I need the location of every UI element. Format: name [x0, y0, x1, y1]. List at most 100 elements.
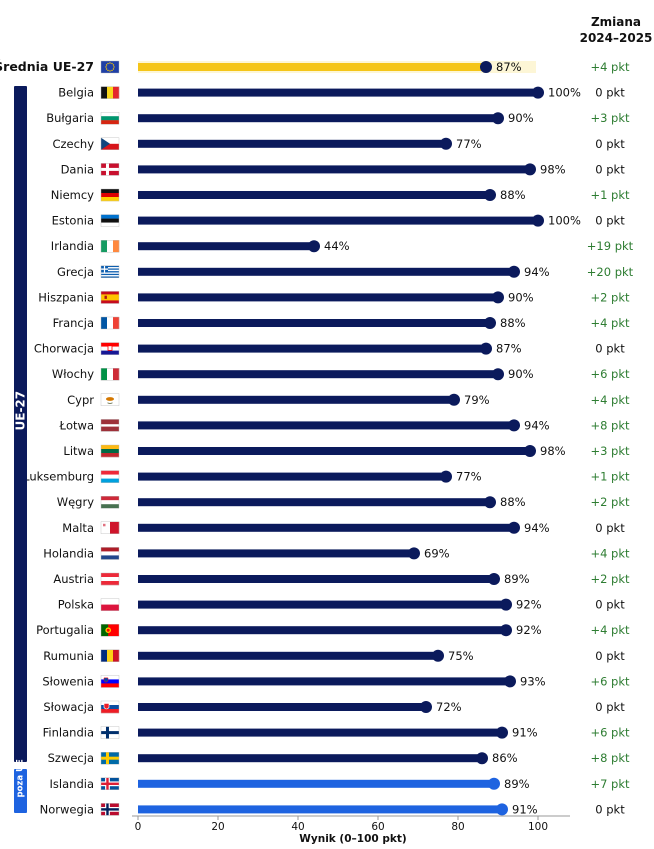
- bar-dot-fr: [484, 317, 496, 329]
- bar-dot-sk: [420, 701, 432, 713]
- value-label-si: 93%: [520, 674, 546, 688]
- change-value-hr: 0 pkt: [595, 342, 625, 356]
- x-axis-label: Wynik (0–100 pkt): [299, 833, 407, 845]
- value-label-lv: 94%: [524, 418, 550, 432]
- flag-icon-dk: [100, 163, 120, 176]
- value-label-sk: 72%: [436, 700, 462, 714]
- bar-dot-cy: [448, 393, 460, 406]
- bar-dot-si: [504, 675, 516, 688]
- country-label-is: Islandia: [50, 777, 94, 791]
- value-label-lu: 77%: [456, 470, 482, 484]
- country-label-cy: Cypr: [67, 393, 94, 407]
- country-label-ie: Irlandia: [51, 239, 94, 253]
- flag-icon-cy: [100, 393, 120, 406]
- bar-ro: [138, 651, 438, 660]
- flag-icon-fr: [100, 316, 120, 330]
- bar-dot-pl: [500, 598, 512, 611]
- country-label-sk: Słowacja: [43, 700, 94, 714]
- value-label-nl: 69%: [424, 546, 450, 560]
- value-label-lt: 98%: [540, 444, 566, 458]
- country-label-si: Słowenia: [42, 674, 94, 688]
- value-label-es: 90%: [508, 290, 534, 304]
- x-tick-label: 40: [291, 821, 304, 833]
- country-label-pl: Polska: [58, 598, 94, 612]
- flag-icon-es: [100, 291, 120, 304]
- change-value-lv: +8 pkt: [590, 418, 630, 432]
- bar-pt: [138, 626, 506, 635]
- value-label-pt: 92%: [516, 623, 542, 637]
- flag-icon-ee: [100, 214, 120, 227]
- country-label-ro: Rumunia: [43, 649, 94, 663]
- value-label-ro: 75%: [448, 649, 474, 663]
- country-label-bg: Bułgaria: [46, 111, 94, 125]
- flag-icon-at: [100, 572, 120, 586]
- flag-icon-is: [100, 777, 120, 790]
- bar-hu: [138, 498, 490, 507]
- bar-de: [138, 191, 490, 199]
- bar-lt: [138, 447, 530, 455]
- change-value-ie: +19 pkt: [587, 239, 634, 253]
- bar-dot-se: [476, 752, 488, 765]
- country-label-it: Włochy: [52, 367, 94, 381]
- change-value-de: +1 pkt: [590, 188, 630, 202]
- value-label-pl: 92%: [516, 598, 542, 612]
- value-label-it: 90%: [508, 367, 534, 381]
- bar-nl: [138, 549, 414, 558]
- change-value-fr: +4 pkt: [590, 316, 630, 330]
- country-label-ee: Estonia: [52, 214, 94, 228]
- group-band-eu: UE-27: [14, 86, 28, 762]
- flag-icon-de: [100, 188, 120, 202]
- bar-dot-cz: [440, 137, 452, 150]
- value-label-ie: 44%: [324, 239, 350, 253]
- x-tick-label: 20: [211, 821, 224, 833]
- flag-icon-lt: [100, 444, 120, 458]
- flag-icon-eu: [100, 60, 120, 74]
- group-label-non-eu: poza UE: [15, 759, 26, 798]
- value-label-mt: 94%: [524, 521, 550, 535]
- change-value-cy: +4 pkt: [590, 393, 630, 407]
- bar-dot-at: [488, 573, 500, 585]
- flag-icon-hr: [100, 342, 120, 355]
- flag-icon-ro: [100, 649, 120, 662]
- change-value-pt: +4 pkt: [590, 623, 630, 637]
- flag-icon-lv: [100, 419, 120, 432]
- change-value-lu: +1 pkt: [590, 470, 630, 484]
- value-label-hu: 88%: [500, 495, 526, 509]
- change-value-hu: +2 pkt: [590, 495, 630, 509]
- flag-icon-hu: [100, 496, 120, 509]
- flag-icon-it: [100, 368, 120, 381]
- bar-at: [138, 575, 494, 583]
- bar-dot-bg: [492, 112, 504, 125]
- change-value-is: +7 pkt: [590, 777, 630, 791]
- bar-dot-it: [492, 368, 504, 381]
- country-label-be: Belgia: [58, 86, 94, 100]
- bar-cy: [138, 395, 454, 404]
- flag-icon-si: [100, 675, 120, 688]
- bar-si: [138, 677, 510, 686]
- change-value-es: +2 pkt: [590, 290, 630, 304]
- bar-dot-lu: [440, 470, 452, 483]
- country-label-lu: Luksemburg: [23, 470, 94, 484]
- bar-dot-es: [492, 291, 504, 304]
- bar-dot-lt: [524, 445, 536, 457]
- bar-dot-no: [496, 803, 508, 816]
- bar-dot-gr: [508, 265, 520, 278]
- group-band-non-eu: poza UE: [14, 759, 27, 813]
- flag-icon-pt: [100, 624, 120, 637]
- flag-icon-nl: [100, 547, 120, 560]
- value-label-is: 89%: [504, 777, 530, 791]
- bar-dot-ie: [308, 240, 320, 253]
- bar-dot-ro: [432, 649, 444, 662]
- change-value-it: +6 pkt: [590, 367, 630, 381]
- change-value-mt: 0 pkt: [595, 521, 625, 535]
- bar-dot-fi: [496, 726, 508, 739]
- bar-hr: [138, 344, 486, 353]
- bar-is: [138, 779, 494, 788]
- bar-eu: [138, 63, 486, 71]
- bar-se: [138, 754, 482, 763]
- value-label-bg: 90%: [508, 111, 534, 125]
- bar-dot-is: [488, 777, 500, 790]
- change-value-gr: +20 pkt: [587, 265, 634, 279]
- change-value-no: 0 pkt: [595, 802, 625, 816]
